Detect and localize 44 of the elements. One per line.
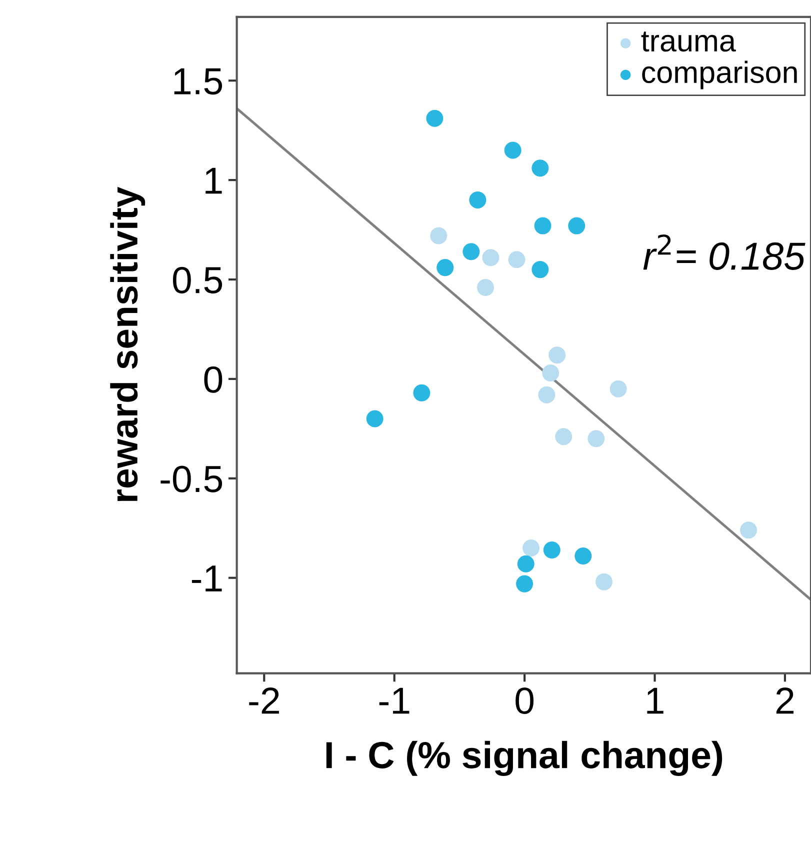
point	[740, 522, 758, 539]
point	[542, 364, 560, 382]
point	[568, 217, 586, 234]
y-tick-label: -1	[192, 566, 222, 592]
x-tick-label: 2	[776, 687, 794, 714]
x-axis-title: I - C (% signal change)	[326, 740, 722, 776]
point	[482, 249, 500, 266]
point	[543, 541, 560, 558]
y-tick-label: -0.5	[160, 466, 222, 492]
point	[538, 386, 556, 404]
point	[517, 555, 534, 572]
x-tick-label: -2	[249, 687, 279, 714]
point	[532, 261, 549, 278]
point	[516, 575, 534, 592]
point	[588, 430, 605, 448]
y-tick-label: 0	[204, 366, 222, 393]
legend-label: comparison	[642, 60, 797, 90]
point	[469, 191, 486, 208]
point	[436, 259, 454, 276]
x-tick-label: 0	[516, 687, 534, 714]
annotation: r$^{2}$= 0.185	[643, 234, 806, 270]
point	[430, 227, 448, 244]
point	[504, 142, 522, 159]
y-tick-label: 0.5	[172, 266, 222, 294]
point	[555, 428, 572, 446]
point	[508, 251, 526, 268]
point	[574, 547, 592, 564]
point	[366, 410, 384, 428]
y-axis-title: reward sensitivity	[110, 186, 146, 502]
point	[413, 384, 430, 402]
y-tick-label: 1.5	[174, 68, 222, 95]
point	[522, 540, 540, 557]
point	[476, 278, 494, 296]
x-tick-label: 1	[647, 688, 664, 714]
point	[610, 380, 627, 398]
point	[532, 160, 549, 177]
y-tick-label: 1	[206, 168, 222, 194]
legend-label: trauma	[641, 32, 736, 52]
point	[595, 573, 612, 590]
point	[426, 110, 444, 127]
point	[548, 346, 566, 364]
point	[534, 217, 552, 234]
point	[462, 243, 480, 260]
x-tick-label: -1	[379, 688, 410, 714]
